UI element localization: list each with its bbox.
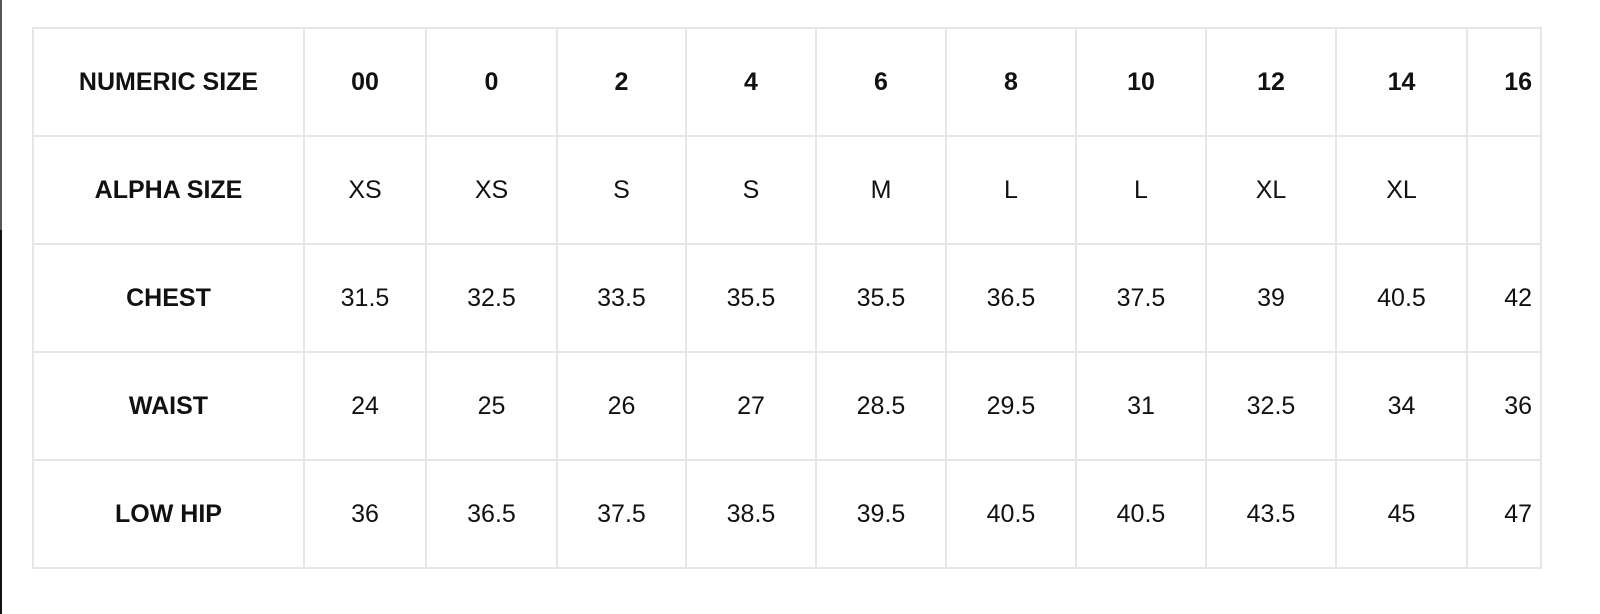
table-cell: 36.5: [945, 243, 1077, 353]
table-cell: 36: [303, 459, 427, 569]
table-cell: 25: [425, 351, 558, 461]
table-cell: L: [945, 135, 1077, 245]
table-cell: XL: [1335, 135, 1468, 245]
table-cell: 6: [815, 27, 947, 137]
row-label: LOW HIP: [32, 459, 305, 569]
table-cell: 31: [1075, 351, 1207, 461]
table-cell: 12: [1205, 27, 1337, 137]
table-row: WAIST 24 25 26 27 28.5 29.5 31 32.5 34 36: [32, 351, 1542, 461]
table-cell: 16: [1466, 27, 1542, 137]
table-cell: S: [556, 135, 687, 245]
table-cell: 29.5: [945, 351, 1077, 461]
table-cell: 47: [1466, 459, 1542, 569]
table-cell: 2: [556, 27, 687, 137]
table-cell: XS: [425, 135, 558, 245]
table-cell: 37.5: [556, 459, 687, 569]
table-cell: L: [1075, 135, 1207, 245]
table-cell: 40.5: [1335, 243, 1468, 353]
table-cell: 32.5: [1205, 351, 1337, 461]
table-cell: 10: [1075, 27, 1207, 137]
table-cell: [1466, 135, 1542, 245]
table-cell: S: [685, 135, 817, 245]
table-cell: 36: [1466, 351, 1542, 461]
table-cell: XL: [1205, 135, 1337, 245]
table-cell: 33.5: [556, 243, 687, 353]
table-cell: 43.5: [1205, 459, 1337, 569]
table-cell: 8: [945, 27, 1077, 137]
table-cell: 32.5: [425, 243, 558, 353]
table-cell: 39.5: [815, 459, 947, 569]
table-cell: 39: [1205, 243, 1337, 353]
table-cell: 45: [1335, 459, 1468, 569]
window-edge: [0, 230, 2, 614]
table-cell: 35.5: [685, 243, 817, 353]
table-cell: 26: [556, 351, 687, 461]
row-label: CHEST: [32, 243, 305, 353]
table-cell: XS: [303, 135, 427, 245]
row-label: WAIST: [32, 351, 305, 461]
table-cell: 40.5: [945, 459, 1077, 569]
row-label: ALPHA SIZE: [32, 135, 305, 245]
table-cell: 40.5: [1075, 459, 1207, 569]
table-cell: 37.5: [1075, 243, 1207, 353]
size-chart-table: NUMERIC SIZE 00 0 2 4 6 8 10 12 14 16 ALPHA SIZE XS X…: [32, 27, 1542, 569]
table-row: ALPHA SIZE XS XS S S M L L XL XL: [32, 135, 1542, 245]
table-cell: 00: [303, 27, 427, 137]
table-cell: 38.5: [685, 459, 817, 569]
table-cell: 28.5: [815, 351, 947, 461]
table-cell: 14: [1335, 27, 1468, 137]
table-cell: 31.5: [303, 243, 427, 353]
table-cell: 24: [303, 351, 427, 461]
table-cell: 34: [1335, 351, 1468, 461]
table-cell: 36.5: [425, 459, 558, 569]
row-label: NUMERIC SIZE: [32, 27, 305, 137]
table-cell: M: [815, 135, 947, 245]
table-row: LOW HIP 36 36.5 37.5 38.5 39.5 40.5 40.5 43.5 45 4…: [32, 459, 1542, 569]
window-edge: [0, 0, 2, 230]
table-cell: 35.5: [815, 243, 947, 353]
table-cell: 0: [425, 27, 558, 137]
table-cell: 27: [685, 351, 817, 461]
table-row: CHEST 31.5 32.5 33.5 35.5 35.5 36.5 37.5 39 40.5 4…: [32, 243, 1542, 353]
table-cell: 4: [685, 27, 817, 137]
table-row: NUMERIC SIZE 00 0 2 4 6 8 10 12 14 16: [32, 27, 1542, 137]
table-cell: 42: [1466, 243, 1542, 353]
